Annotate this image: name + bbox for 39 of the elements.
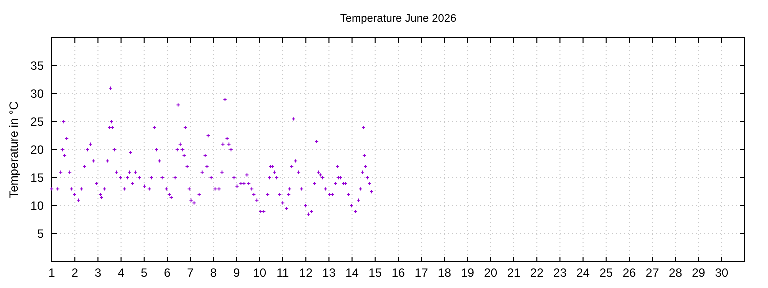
y-tick-label: 10 xyxy=(30,199,44,213)
x-tick-label: 13 xyxy=(322,266,336,280)
x-tick-label: 14 xyxy=(346,266,360,280)
x-tick-label: 18 xyxy=(438,266,452,280)
x-tick-label: 20 xyxy=(484,266,498,280)
x-tick-label: 16 xyxy=(392,266,406,280)
x-tick-label: 9 xyxy=(233,266,240,280)
y-tick-label: 35 xyxy=(30,59,44,73)
x-tick-label: 28 xyxy=(669,266,683,280)
x-tick-label: 11 xyxy=(276,266,290,280)
y-tick-label: 25 xyxy=(30,115,44,129)
y-tick-label: 5 xyxy=(37,227,44,241)
y-tick-label: 15 xyxy=(30,171,44,185)
x-tick-label: 8 xyxy=(210,266,218,280)
x-tick-label: 17 xyxy=(414,266,429,280)
y-tick-label: 20 xyxy=(30,143,44,157)
x-tick-label: 27 xyxy=(646,266,660,280)
y-axis-title: Temperature in °C xyxy=(7,101,21,198)
x-tick-label: 30 xyxy=(715,266,729,280)
x-tick-label: 10 xyxy=(253,266,267,280)
y-tick-label: 30 xyxy=(30,87,44,101)
chart-title: Temperature June 2026 xyxy=(340,13,457,25)
x-tick-label: 24 xyxy=(576,266,590,280)
x-tick-label: 23 xyxy=(554,266,568,280)
x-tick-label: 3 xyxy=(94,266,102,280)
x-tick-label: 15 xyxy=(368,266,382,280)
x-tick-label: 19 xyxy=(461,266,475,280)
x-tick-label: 6 xyxy=(164,266,172,280)
x-tick-label: 22 xyxy=(530,266,544,280)
x-tick-label: 1 xyxy=(48,266,56,280)
x-tick-label: 26 xyxy=(622,266,636,280)
x-tick-label: 5 xyxy=(141,266,148,280)
x-tick-label: 2 xyxy=(72,266,79,280)
x-tick-label: 4 xyxy=(118,266,125,280)
x-tick-label: 29 xyxy=(692,266,706,280)
x-tick-label: 12 xyxy=(299,266,314,280)
x-tick-label: 25 xyxy=(600,266,614,280)
x-tick-label: 7 xyxy=(187,266,194,280)
x-tick-label: 21 xyxy=(507,266,521,280)
